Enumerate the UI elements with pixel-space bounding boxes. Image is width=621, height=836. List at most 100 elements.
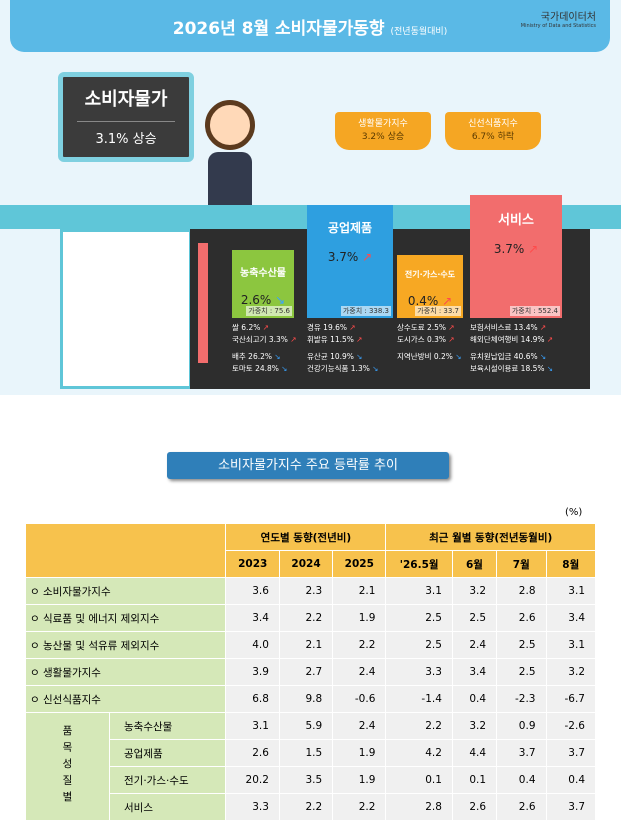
clerk-figure: [205, 100, 255, 207]
cell-value: 5.9: [278, 712, 334, 740]
cell-value: 2.3: [278, 577, 334, 605]
logo-text: 국가데이터처: [540, 12, 596, 23]
group-label: 품목성질별: [25, 712, 110, 821]
sector-item: 쌀 6.2%: [232, 322, 304, 334]
accent-bar: [198, 243, 208, 363]
sector-weight: 가중치 : 338.3: [340, 306, 391, 316]
cell-value: -2.3: [496, 685, 547, 713]
cell-value: 2.1: [278, 631, 334, 659]
sector-weight: 가중치 : 75.6: [246, 306, 292, 316]
cell-value: 6.8: [225, 685, 280, 713]
cell-value: 0.4: [545, 766, 596, 794]
sector-name: 공업제품: [327, 221, 373, 235]
sector-item: 국산쇠고기 3.3%: [232, 334, 304, 346]
basket: 생활물가지수 3.2% 상승: [335, 112, 431, 150]
cell-value: 0.9: [496, 712, 547, 740]
cell-value: 3.1: [545, 631, 596, 659]
cpi-label: 소비자물가: [84, 89, 168, 110]
unit: (%): [565, 507, 583, 518]
row-label: 공업제품: [108, 739, 227, 767]
column-header: 2024: [278, 550, 334, 578]
sector-item: 상수도료 2.5%: [397, 322, 473, 334]
sector-item: 건강기능식품 1.3%: [307, 363, 403, 375]
sector-box: 공업제품 3.7% 가중치 : 338.3: [307, 205, 393, 318]
cpi-display: 소비자물가 3.1% 상승: [58, 72, 194, 162]
sector-item: 배추 26.2%: [232, 351, 304, 363]
cell-value: 2.8: [385, 793, 453, 821]
column-header: 8월: [545, 550, 596, 578]
sector-box: 서비스 3.7% 가중치 : 552.4: [470, 195, 562, 318]
header-row: 연도별 동향(전년비) 최근 월별 동향(전년동월비): [24, 523, 596, 578]
cell-value: 3.3: [385, 658, 453, 686]
cell-value: 2.6: [451, 793, 498, 821]
basket-value: 3.2% 상승: [361, 132, 405, 142]
basket-label: 신선식품지수: [468, 119, 518, 129]
row-label: 농축수산물: [108, 712, 227, 740]
cell-value: 0.4: [496, 766, 547, 794]
cell-value: 2.6: [496, 604, 547, 632]
cell-value: 2.5: [496, 658, 547, 686]
sector-name: 농축수산물: [240, 268, 286, 279]
cell-value: 3.4: [545, 604, 596, 632]
counter-side: [60, 229, 192, 389]
row-label: 소비자물가지수: [24, 577, 227, 605]
cell-value: 3.2: [545, 658, 596, 686]
sector-item: 휘발유 11.5%: [307, 334, 403, 346]
cell-value: 0.1: [385, 766, 453, 794]
sector-weight: 가중치 : 33.7: [415, 306, 461, 316]
sector-items: 상수도료 2.5%도시가스 0.3% 지역난방비 0.2%: [397, 322, 473, 363]
sector-items: 경유 19.6%휘발유 11.5% 유산균 10.9%건강기능식품 1.3%: [307, 322, 403, 375]
cell-value: 1.9: [332, 604, 387, 632]
cell-value: 2.2: [332, 631, 387, 659]
sector-weight: 가중치 : 552.4: [509, 306, 560, 316]
sector-box: 전기·가스·수도 0.4%가중치 : 33.7: [397, 255, 463, 318]
cell-value: 2.6: [225, 739, 280, 767]
cell-value: 3.1: [385, 577, 453, 605]
table-row: 전기·가스·수도 20.2 3.5 1.9 0.1 0.1 0.4 0.4: [26, 766, 596, 794]
cell-value: 2.4: [451, 631, 498, 659]
cell-value: 3.7: [545, 739, 596, 767]
cell-value: 2.6: [496, 793, 547, 821]
basket: 신선식품지수 6.7% 하락: [445, 112, 541, 150]
logo-en: Ministry of Data and Statistics: [520, 23, 596, 29]
cell-value: 3.5: [278, 766, 334, 794]
table-row: 서비스 3.3 2.2 2.2 2.8 2.6 2.6 3.7: [26, 793, 596, 821]
sector-items: 보험서비스료 13.4%해외단체여행비 14.9% 유치원납입금 40.6%보육시…: [470, 322, 572, 375]
cell-value: -0.6: [332, 685, 387, 713]
cell-value: 4.4: [451, 739, 498, 767]
cell-value: 0.1: [451, 766, 498, 794]
group-header: 최근 월별 동향(전년동월비): [385, 523, 596, 551]
cell-value: -1.4: [385, 685, 453, 713]
sector-name: 서비스: [498, 213, 534, 228]
row-label: 식료품 및 에너지 제외지수: [24, 604, 227, 632]
sector-box: 농축수산물 2.6%가중치 : 75.6: [232, 250, 294, 318]
cell-value: 3.9: [225, 658, 280, 686]
cpi-value: 3.1% 상승: [77, 121, 175, 147]
cell-value: 3.2: [451, 577, 498, 605]
sector-item: 지역난방비 0.2%: [397, 351, 473, 363]
cell-value: 3.2: [451, 712, 498, 740]
sector-item: 경유 19.6%: [307, 322, 403, 334]
column-header: 6월: [451, 550, 498, 578]
cell-value: 1.5: [278, 739, 334, 767]
cell-value: 1.9: [332, 739, 387, 767]
cell-value: 3.3: [225, 793, 280, 821]
cell-value: -6.7: [545, 685, 596, 713]
sector-item: 토마토 24.8%: [232, 363, 304, 375]
sector-item: 유치원납입금 40.6%: [470, 351, 572, 363]
cell-value: 2.5: [496, 631, 547, 659]
cell-value: 2.5: [451, 604, 498, 632]
sector-item: 유산균 10.9%: [307, 351, 403, 363]
cell-value: 2.8: [496, 577, 547, 605]
cell-value: 2.4: [332, 712, 387, 740]
cell-value: 3.7: [496, 739, 547, 767]
row-label: 전기·가스·수도: [108, 766, 227, 794]
infographic: 2026년 8월 소비자물가동향 (전년동월대비) 국가데이터처 Ministry …: [0, 0, 621, 395]
cell-value: 2.2: [278, 604, 334, 632]
cell-value: 0.4: [451, 685, 498, 713]
cell-value: 4.0: [225, 631, 280, 659]
column-header: 2025: [332, 550, 387, 578]
basket-value: 6.7% 하락: [471, 132, 515, 142]
